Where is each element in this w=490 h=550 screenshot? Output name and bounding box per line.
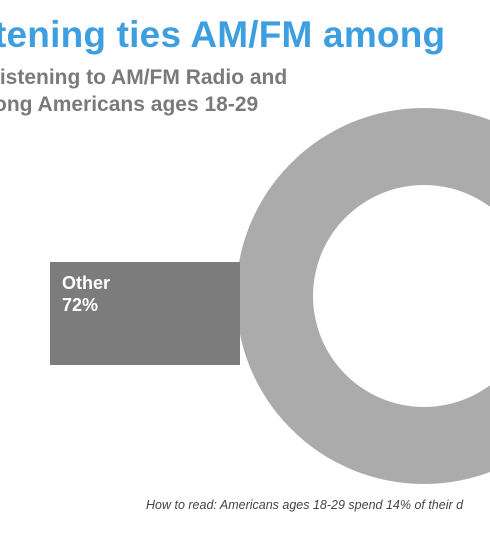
- other-callout-label: Other: [62, 273, 111, 293]
- chart-subtitle: listening to AM/FM Radio and ong America…: [0, 64, 287, 118]
- subtitle-line-1: listening to AM/FM Radio and: [0, 66, 288, 89]
- other-callout-box: [50, 262, 240, 365]
- other-callout-value: 72%: [62, 295, 99, 315]
- chart-title: tening ties AM/FM among: [0, 14, 446, 55]
- how-to-read-footnote: How to read: Americans ages 18-29 spend …: [146, 498, 464, 512]
- subtitle-line-2: ong Americans ages 18-29: [0, 93, 259, 116]
- donut-slice-other: [236, 108, 490, 484]
